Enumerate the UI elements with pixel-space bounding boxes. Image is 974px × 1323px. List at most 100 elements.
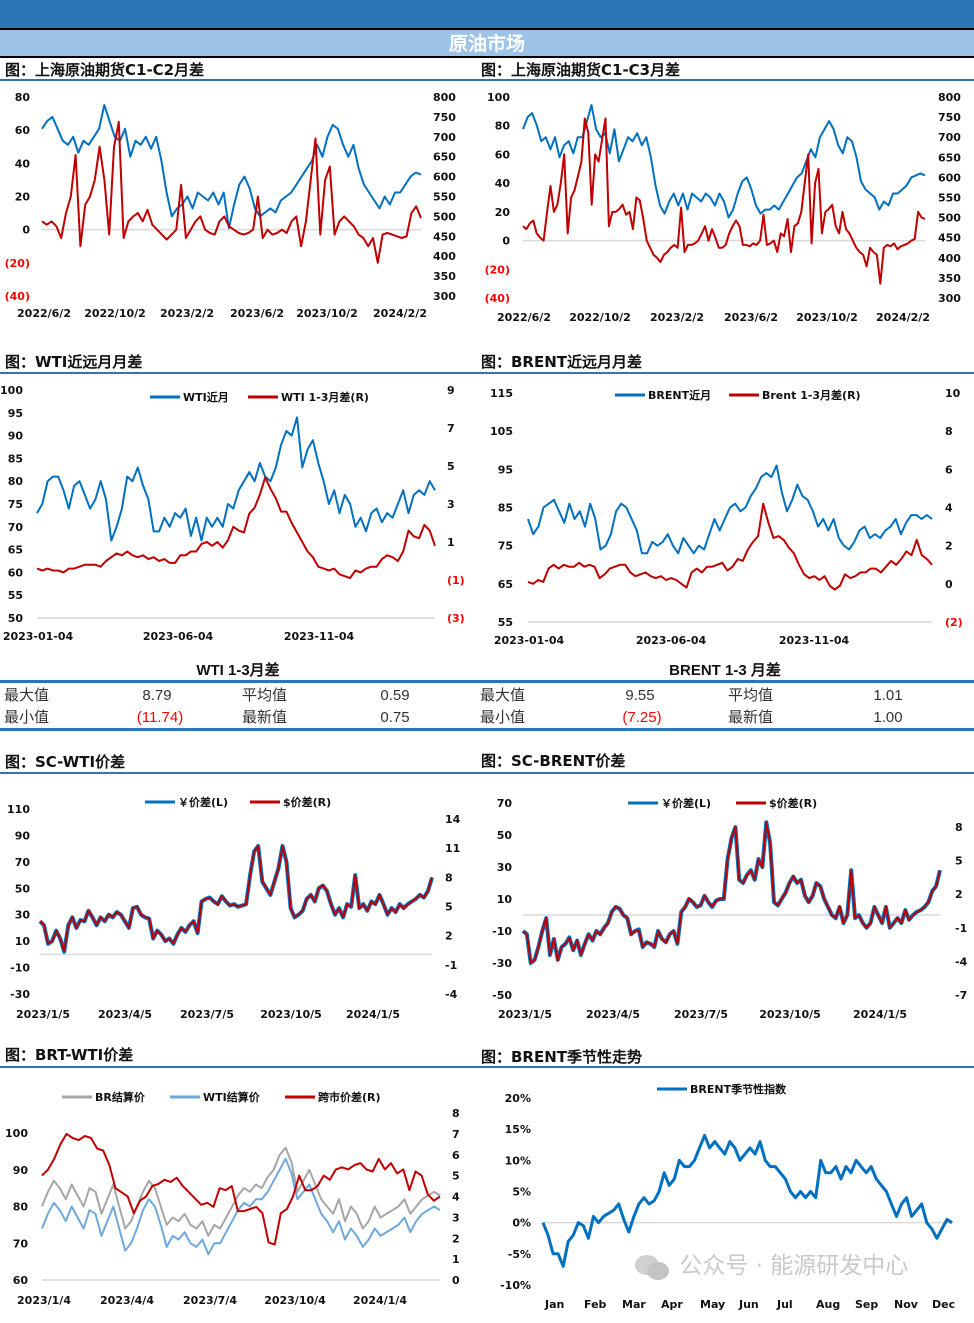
chart-title-brt-wti: 图：BRT-WTI价差: [5, 1046, 134, 1064]
wti-latest-value: 0.75: [380, 709, 410, 726]
y-left-tick-label: 40: [495, 177, 511, 190]
chart-title-sc-wti: 图：SC-WTI价差: [5, 753, 126, 771]
y-right-tick-label: 800: [433, 91, 456, 104]
x-tick-label: Mar: [622, 1298, 646, 1311]
y-right-tick-label: 450: [433, 230, 456, 243]
y-left-tick-label: 80: [15, 91, 31, 104]
y-left-tick-label: 80: [495, 120, 511, 133]
y-left-tick-label: 30: [15, 909, 31, 922]
y-left-tick-label: 50: [497, 829, 513, 842]
divider: [0, 372, 974, 374]
y-right-tick-label: 9: [447, 384, 455, 397]
x-tick-label: 2023/7/5: [180, 1008, 234, 1021]
y-right-tick-label: 7: [452, 1128, 460, 1141]
series-line-WTI近月: [36, 416, 436, 542]
series-line-1: [41, 120, 422, 264]
y-right-tick-label: (2): [945, 616, 963, 629]
series-line-￥价差(L): [38, 844, 434, 954]
y-left-tick-label: 95: [498, 463, 513, 476]
y-right-tick-label: 8: [945, 425, 953, 438]
y-left-tick-label: 0%: [512, 1217, 531, 1230]
y-left-tick-label: -30: [10, 988, 30, 1001]
y-left-tick-label: 70: [497, 797, 513, 810]
chart-c8: 20% 15% 10% 5% 0% -5% -10% Jan Feb Mar Apr May Jun Ju…: [500, 1082, 955, 1311]
series-line-$价差(R): [39, 845, 433, 953]
x-tick-label: Dec: [932, 1298, 955, 1311]
x-tick-label: 2024/2/2: [876, 311, 930, 324]
x-tick-label: Feb: [584, 1298, 607, 1311]
y-left-tick-label: 100: [0, 384, 23, 397]
y-left-tick-label: 85: [498, 502, 513, 515]
brent-min-label: 最小值: [480, 709, 526, 726]
wti-avg-value: 0.59: [380, 687, 410, 704]
y-left-tick-label: 75: [8, 498, 23, 511]
y-right-tick-label: (3): [447, 612, 465, 625]
y-left-tick-label: 90: [13, 1164, 29, 1177]
legend-label: WTI结算价: [203, 1090, 261, 1104]
y-left-tick-label: 65: [8, 544, 23, 557]
series-line-1: [522, 117, 926, 285]
chart-title-sc-c1-c2: 图：上海原油期货C1-C2月差: [5, 61, 205, 79]
y-right-tick-label: -4: [955, 955, 968, 968]
y-left-tick-label: 10: [15, 935, 31, 948]
y-right-tick-label: -1: [955, 922, 967, 935]
chart-c6: 70 50 30 10 -10 -30 -50 8 5 2 -1 -4 -7 2023/1/5 2023/4…: [492, 796, 967, 1021]
wti-min-label: 最小值: [4, 709, 50, 726]
chart-title-brent-seasonal: 图：BRENT季节性走势: [481, 1048, 643, 1066]
x-tick-label: 2023/4/5: [586, 1008, 640, 1021]
wti-max-value: 8.79: [142, 687, 172, 704]
section-header: 原油市场: [0, 30, 974, 58]
y-left-tick-label: 50: [8, 612, 24, 625]
divider: [0, 728, 974, 731]
y-right-tick-label: 6: [945, 463, 953, 476]
y-right-tick-label: 6: [452, 1149, 460, 1162]
x-tick-label: Sep: [855, 1298, 878, 1311]
brent-min-value: (7.25): [622, 709, 662, 726]
y-left-tick-label: 110: [7, 803, 30, 816]
x-tick-label: 2023/6/2: [724, 311, 778, 324]
series-line-WTI 1-3月差(R): [36, 476, 436, 580]
y-left-tick-label: 70: [13, 1237, 29, 1250]
y-left-tick-label: (20): [485, 263, 510, 276]
x-tick-label: 2023-06-04: [143, 630, 214, 643]
y-right-tick-label: 700: [433, 131, 456, 144]
divider: [0, 1066, 974, 1068]
x-tick-label: Jul: [776, 1298, 793, 1311]
y-right-tick-label: 10: [945, 387, 961, 400]
x-tick-label: Aug: [816, 1298, 840, 1311]
brent-latest-label: 最新值: [728, 709, 774, 726]
y-left-tick-label: 75: [498, 540, 513, 553]
wti-max-label: 最大值: [4, 687, 50, 704]
y-right-tick-label: 600: [938, 171, 961, 184]
y-left-tick-label: -5%: [508, 1248, 531, 1261]
watermark: 公众号 · 能源研发中心: [632, 1252, 908, 1282]
legend-label: Brent 1-3月差(R): [762, 388, 861, 402]
x-tick-label: 2022/10/2: [569, 311, 631, 324]
x-tick-label: 2023/4/4: [100, 1294, 154, 1307]
y-left-tick-label: 95: [8, 407, 23, 420]
y-left-tick-label: -10: [10, 962, 30, 975]
y-left-tick-label: 85: [8, 452, 23, 465]
y-left-tick-label: 55: [8, 589, 23, 602]
chart-title-sc-brent: 图：SC-BRENT价差: [481, 752, 626, 770]
series-line-0: [522, 104, 926, 219]
y-left-tick-label: 55: [498, 616, 513, 629]
y-right-tick-label: 300: [433, 290, 456, 303]
brent-latest-value: 1.00: [873, 709, 903, 726]
y-right-tick-label: 8: [452, 1107, 460, 1120]
y-right-tick-label: 2: [445, 930, 453, 943]
x-tick-label: 2023/2/2: [650, 311, 704, 324]
x-tick-label: Jun: [738, 1298, 759, 1311]
y-left-tick-label: -10: [492, 925, 512, 938]
series-line-$价差(R): [522, 821, 941, 964]
y-left-tick-label: 80: [13, 1201, 29, 1214]
y-right-tick-label: 550: [938, 192, 961, 205]
legend-label: BR结算价: [95, 1090, 146, 1104]
watermark-text: 公众号 · 能源研发中心: [679, 1253, 909, 1279]
x-tick-label: 2022/6/2: [497, 311, 551, 324]
series-line-BRENT季节性指数: [541, 1133, 953, 1268]
x-tick-label: 2022/10/2: [84, 307, 146, 320]
legend-label: $价差(R): [283, 795, 331, 809]
y-left-tick-label: (40): [485, 292, 510, 305]
